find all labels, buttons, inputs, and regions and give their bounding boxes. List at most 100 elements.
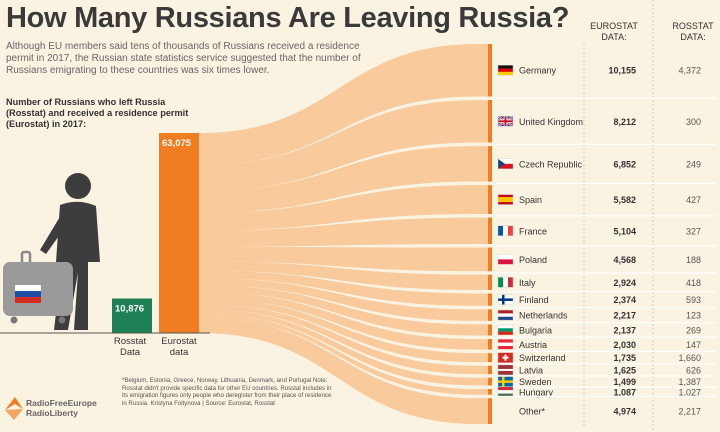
country-name: France bbox=[519, 226, 547, 236]
flow-finland bbox=[199, 270, 492, 306]
rosstat-value: 2,217 bbox=[678, 407, 701, 417]
eurostat-value: 4,974 bbox=[613, 407, 636, 417]
eurostat-value: 4,568 bbox=[613, 255, 636, 265]
rosstat-value: 249 bbox=[686, 159, 701, 169]
rosstat-value: 300 bbox=[686, 117, 701, 127]
flow-end-bar bbox=[488, 217, 492, 244]
country-name: Sweden bbox=[519, 377, 552, 387]
flow-end-bar bbox=[488, 185, 492, 214]
flow-other- bbox=[199, 317, 492, 424]
flow-netherlands bbox=[199, 278, 492, 321]
rosstat-value: 147 bbox=[686, 340, 701, 350]
country-name: Italy bbox=[519, 278, 536, 288]
eurostat-value: 6,852 bbox=[613, 159, 636, 169]
rosstat-total-bar bbox=[112, 298, 152, 333]
rosstat-value: 4,372 bbox=[678, 66, 701, 76]
flag-fi-icon bbox=[497, 294, 514, 305]
flow-end-bar bbox=[488, 398, 492, 424]
flag-lv-icon bbox=[497, 364, 514, 376]
total-bars: 10,876 63,075 bbox=[112, 133, 199, 333]
flow-end-bar bbox=[488, 377, 492, 386]
country-name: Germany bbox=[519, 66, 557, 76]
flow-end-bar bbox=[488, 339, 492, 350]
eurostat-bar-label: Eurostat data bbox=[161, 336, 197, 358]
rosstat-value: 327 bbox=[686, 226, 701, 236]
rosstat-value: 427 bbox=[686, 195, 701, 205]
flow-poland bbox=[199, 246, 492, 272]
rosstat-value: 188 bbox=[686, 255, 701, 265]
country-name: Austria bbox=[519, 340, 547, 350]
flag-uk-icon bbox=[497, 115, 514, 128]
rosstat-value: 626 bbox=[686, 365, 701, 375]
russia-flag-icon bbox=[15, 285, 41, 303]
flag-it-icon bbox=[497, 277, 514, 288]
flow-end-bar bbox=[488, 247, 492, 272]
flow-czech-republic bbox=[199, 146, 492, 213]
flag-de-icon bbox=[497, 65, 514, 76]
eurostat-column-header: EUROSTAT DATA: bbox=[590, 21, 638, 42]
rosstat-value: 1,660 bbox=[678, 353, 701, 363]
flag-fr-icon bbox=[497, 225, 514, 236]
flow-italy bbox=[199, 261, 492, 290]
flow-end-bar bbox=[488, 146, 492, 182]
country-name: Hungary bbox=[519, 387, 554, 397]
eurostat-value: 1,625 bbox=[613, 365, 636, 375]
flag-hu-icon bbox=[497, 386, 514, 398]
page-title: How Many Russians Are Leaving Russia? bbox=[6, 2, 570, 34]
country-name: United Kingdom bbox=[519, 117, 583, 127]
flag-nl-icon bbox=[497, 309, 514, 321]
rosstat-value: 593 bbox=[686, 295, 701, 305]
eurostat-value: 10,155 bbox=[608, 66, 636, 76]
country-name: Other* bbox=[519, 407, 546, 417]
country-name: Finland bbox=[519, 295, 549, 305]
logo-line-2: RadioLiberty bbox=[26, 408, 78, 418]
flow-spain bbox=[199, 185, 492, 231]
eurostat-value: 2,137 bbox=[613, 325, 636, 335]
rosstat-column-header: ROSSTAT DATA: bbox=[672, 21, 714, 42]
flag-at-icon bbox=[497, 339, 514, 350]
flag-cz-icon bbox=[497, 158, 514, 170]
chart-caption: Number of Russians who left Russia (Ross… bbox=[6, 97, 189, 129]
country-name: Latvia bbox=[519, 365, 543, 375]
eurostat-value: 2,030 bbox=[613, 340, 636, 350]
country-rows: Germany 10,155 4,372 United Kingdom 8,212 300… bbox=[488, 44, 716, 424]
rosstat-total-value: 10,876 bbox=[115, 304, 144, 315]
country-name: Czech Republic bbox=[519, 159, 583, 169]
country-name: Switzerland bbox=[519, 353, 566, 363]
country-name: Netherlands bbox=[519, 311, 568, 321]
rosstat-value: 123 bbox=[686, 311, 701, 321]
flow-united-kingdom bbox=[199, 100, 492, 192]
rosstat-value: 269 bbox=[686, 325, 701, 335]
flow-end-bar bbox=[488, 309, 492, 321]
flow-end-bar bbox=[488, 274, 492, 290]
flow-end-bar bbox=[488, 365, 492, 375]
eurostat-value: 1,735 bbox=[613, 353, 636, 363]
flow-germany bbox=[199, 44, 492, 166]
country-name: Bulgaria bbox=[519, 325, 552, 335]
eurostat-value: 2,924 bbox=[613, 278, 636, 288]
eurostat-value: 8,212 bbox=[613, 117, 636, 127]
flow-france bbox=[199, 217, 492, 247]
rosstat-value: 1,387 bbox=[678, 377, 701, 387]
country-name: Poland bbox=[519, 255, 547, 265]
flag-se-icon bbox=[497, 376, 514, 387]
rosstat-value: 418 bbox=[686, 278, 701, 288]
subtitle: Although EU members said tens of thousan… bbox=[6, 41, 361, 77]
eurostat-value: 5,582 bbox=[613, 195, 636, 205]
logo-line-1: RadioFreeEurope bbox=[26, 398, 97, 408]
flow-end-bar bbox=[488, 293, 492, 306]
rferl-logo-icon bbox=[5, 397, 23, 420]
flow-end-bar bbox=[488, 353, 492, 363]
flow-end-bar bbox=[488, 389, 492, 395]
country-name: Spain bbox=[519, 195, 542, 205]
eurostat-value: 5,104 bbox=[613, 226, 636, 236]
flow-austria bbox=[199, 291, 492, 350]
eurostat-value: 2,217 bbox=[613, 311, 636, 321]
flow-end-bar bbox=[488, 324, 492, 336]
flow-switzerland bbox=[199, 298, 492, 363]
flow-end-bar bbox=[488, 44, 492, 97]
flag-bg-icon bbox=[497, 324, 514, 336]
eurostat-value: 1,087 bbox=[613, 387, 636, 397]
flag-es-icon bbox=[497, 194, 514, 205]
